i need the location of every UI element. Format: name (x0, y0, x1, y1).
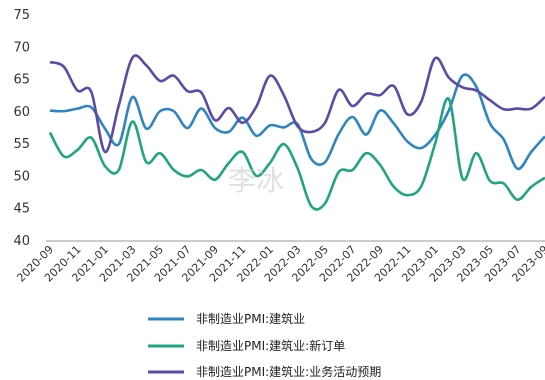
y-tick-label: 70 (13, 40, 30, 55)
y-tick-label: 65 (13, 73, 30, 88)
y-tick-label: 40 (13, 234, 30, 249)
watermark-text: 李冰 (228, 164, 284, 197)
legend: 非制造业PMI:建筑业非制造业PMI:建筑业:新订单非制造业PMI:建筑业:业务… (148, 311, 381, 379)
legend-label-business-expectation: 非制造业PMI:建筑业:业务活动预期 (196, 364, 381, 379)
y-tick-label: 75 (13, 8, 30, 23)
y-tick-label: 45 (13, 202, 30, 217)
y-axis-ticks: 40 45 50 55 60 65 70 75 (13, 8, 30, 249)
legend-label-construction: 非制造业PMI:建筑业 (196, 311, 305, 326)
y-tick-label: 55 (13, 137, 30, 152)
y-tick-label: 50 (13, 169, 30, 184)
x-axis-ticks: 2020-092020-112021-012021-032021-052021-… (14, 243, 545, 285)
legend-label-new-orders: 非制造业PMI:建筑业:新订单 (196, 338, 345, 353)
series-line-business-expectation (49, 54, 545, 154)
y-tick-label: 60 (13, 105, 30, 120)
series-line-new-orders (48, 97, 545, 211)
series-lines (48, 54, 545, 211)
